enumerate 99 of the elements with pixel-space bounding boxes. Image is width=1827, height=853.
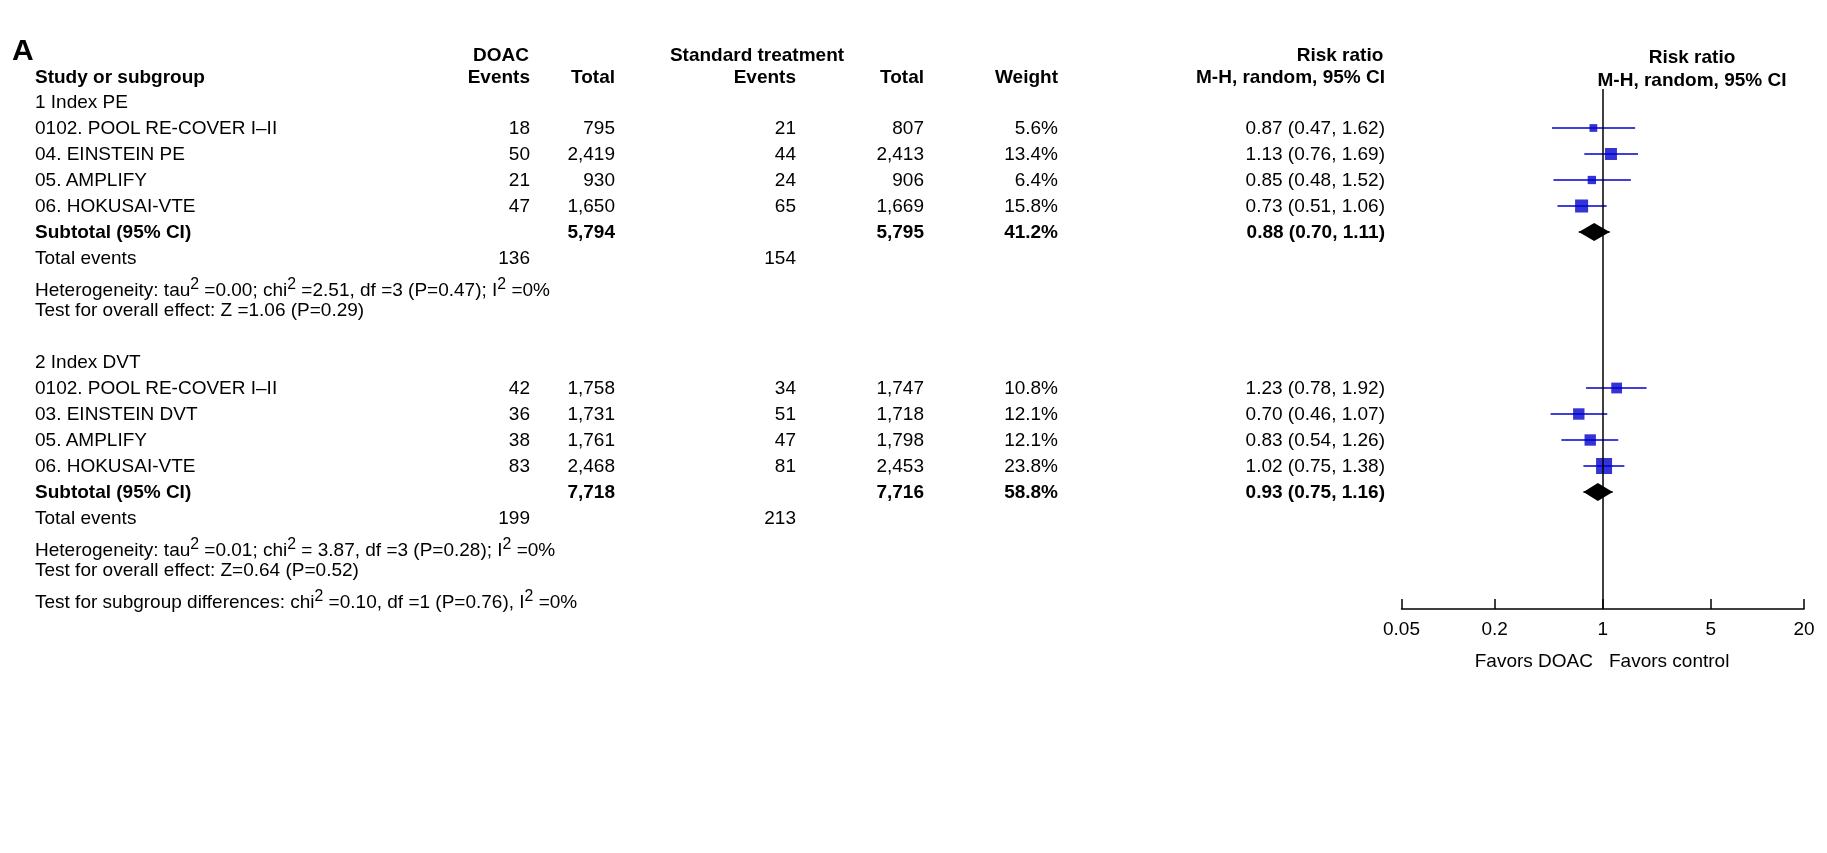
text: 1,650 bbox=[567, 195, 615, 216]
text: Favors DOAC bbox=[1474, 650, 1593, 671]
text: DOAC bbox=[472, 44, 530, 66]
x-tick-label: 20 bbox=[1793, 618, 1815, 639]
category-label: Test for overall effect: Z =1.06 (P=0.29) bbox=[35, 299, 365, 320]
category-label: Total bbox=[571, 66, 615, 88]
text: Study or subgroup bbox=[35, 66, 205, 88]
chart-subtitle: M-H, random, 95% CI bbox=[1597, 69, 1787, 90]
text: 1.13 (0.76, 1.69) bbox=[1245, 143, 1385, 164]
text: 36 bbox=[508, 403, 530, 424]
text: Risk ratio bbox=[1295, 44, 1385, 66]
text: 1,761 bbox=[567, 429, 615, 450]
x-tick-label: 0.05 bbox=[1383, 618, 1420, 639]
text: 199 bbox=[498, 507, 530, 528]
x-tick-label: 5 bbox=[1705, 618, 1717, 639]
text: 44 bbox=[774, 143, 796, 164]
text: 930 bbox=[583, 169, 615, 190]
text: Standard treatment bbox=[668, 44, 846, 66]
text: 2,453 bbox=[876, 455, 924, 476]
x-tick-label: 0.2 bbox=[1481, 618, 1508, 639]
text: 0.93 (0.75, 1.16) bbox=[1245, 481, 1385, 502]
text: 1.23 (0.78, 1.92) bbox=[1245, 377, 1385, 398]
text: 2,468 bbox=[567, 455, 615, 476]
text: 12.1% bbox=[1004, 403, 1058, 424]
text: 51 bbox=[774, 403, 796, 424]
category-label: 06. HOKUSAI-VTE bbox=[35, 455, 196, 476]
category-label: 05. AMPLIFY bbox=[35, 169, 147, 190]
text: 23.8% bbox=[1004, 455, 1058, 476]
text: 5.6% bbox=[1014, 117, 1058, 138]
category-label: 0102. POOL RE-COVER I–II bbox=[35, 377, 278, 398]
category-label: Weight bbox=[995, 66, 1058, 88]
category-label: Events bbox=[733, 66, 796, 88]
category-label: 05. AMPLIFY bbox=[35, 429, 147, 450]
text: 1,747 bbox=[876, 377, 924, 398]
text: 18 bbox=[508, 117, 530, 138]
text: 81 bbox=[774, 455, 796, 476]
chart-title: Risk ratio bbox=[1648, 46, 1736, 67]
text: 1,718 bbox=[876, 403, 924, 424]
text: 0.85 (0.48, 1.52) bbox=[1245, 169, 1385, 190]
text: 0.88 (0.70, 1.11) bbox=[1246, 221, 1385, 242]
category-label: 03. EINSTEIN DVT bbox=[35, 403, 198, 424]
category-label: Subtotal (95% CI) bbox=[35, 221, 192, 242]
text: 1,669 bbox=[876, 195, 924, 216]
text: 154 bbox=[764, 247, 796, 268]
category-label: M-H, random, 95% CI bbox=[1196, 66, 1385, 88]
text: 2,419 bbox=[567, 143, 615, 164]
text: 0.87 (0.47, 1.62) bbox=[1245, 117, 1385, 138]
category-label: Total bbox=[880, 66, 924, 88]
x-tick-label: 1 bbox=[1597, 618, 1609, 639]
category-label: Events bbox=[467, 66, 530, 88]
text: A bbox=[12, 33, 34, 66]
text: 136 bbox=[498, 247, 530, 268]
text: 5,795 bbox=[876, 221, 924, 242]
text: 1.02 (0.75, 1.38) bbox=[1245, 455, 1385, 476]
text: 65 bbox=[774, 195, 796, 216]
text: 12.1% bbox=[1004, 429, 1058, 450]
text: 38 bbox=[508, 429, 530, 450]
text: Favors control bbox=[1609, 650, 1730, 671]
text: 7,716 bbox=[876, 481, 924, 502]
text: 0.73 (0.51, 1.06) bbox=[1245, 195, 1385, 216]
text: 41.2% bbox=[1004, 221, 1058, 242]
text: 795 bbox=[583, 117, 615, 138]
text: 42 bbox=[508, 377, 530, 398]
text: 21 bbox=[774, 117, 796, 138]
text: 47 bbox=[774, 429, 796, 450]
category-label: 1 Index PE bbox=[35, 91, 128, 112]
text: 83 bbox=[508, 455, 530, 476]
category-label: 2 Index DVT bbox=[35, 351, 141, 372]
text: 906 bbox=[892, 169, 924, 190]
text: 47 bbox=[508, 195, 530, 216]
text: 807 bbox=[892, 117, 924, 138]
category-label: 06. HOKUSAI-VTE bbox=[35, 195, 196, 216]
text: 2,413 bbox=[876, 143, 924, 164]
category-label: 0102. POOL RE-COVER I–II bbox=[35, 117, 278, 138]
text: 6.4% bbox=[1014, 169, 1058, 190]
text: 34 bbox=[774, 377, 796, 398]
text: 1,798 bbox=[876, 429, 924, 450]
category-label: Test for subgroup differences: chi$^{2}$ =0.10, df =1 (P=0.76), I$^{2}$ =0% bbox=[35, 587, 578, 613]
category-label: 04. EINSTEIN PE bbox=[35, 143, 185, 164]
text: 5,794 bbox=[567, 221, 615, 242]
category-label: Total events bbox=[35, 247, 137, 268]
text: 1,731 bbox=[567, 403, 615, 424]
text: 213 bbox=[764, 507, 796, 528]
category-label: Subtotal (95% CI) bbox=[35, 481, 192, 502]
text: 0.83 (0.54, 1.26) bbox=[1245, 429, 1385, 450]
text: 1,758 bbox=[567, 377, 615, 398]
text: 13.4% bbox=[1004, 143, 1058, 164]
category-label: Heterogeneity: tau$^{2}$ =0.00; chi$^{2}$ =2.51, df =3 (P=0.47); I$^{2}$ =0% bbox=[35, 275, 550, 301]
category-label: Total events bbox=[35, 507, 137, 528]
text: 0.70 (0.46, 1.07) bbox=[1245, 403, 1385, 424]
text: 24 bbox=[774, 169, 796, 190]
text: 15.8% bbox=[1004, 195, 1058, 216]
text: 50 bbox=[508, 143, 530, 164]
text: 58.8% bbox=[1004, 481, 1058, 502]
category-label: Heterogeneity: tau$^{2}$ =0.01; chi$^{2}$ = 3.87, df =3 (P=0.28); I$^{2}$ =0% bbox=[35, 535, 556, 561]
text: 10.8% bbox=[1004, 377, 1058, 398]
category-label: Test for overall effect: Z=0.64 (P=0.52) bbox=[35, 559, 359, 580]
text: 7,718 bbox=[567, 481, 615, 502]
text: 21 bbox=[508, 169, 530, 190]
